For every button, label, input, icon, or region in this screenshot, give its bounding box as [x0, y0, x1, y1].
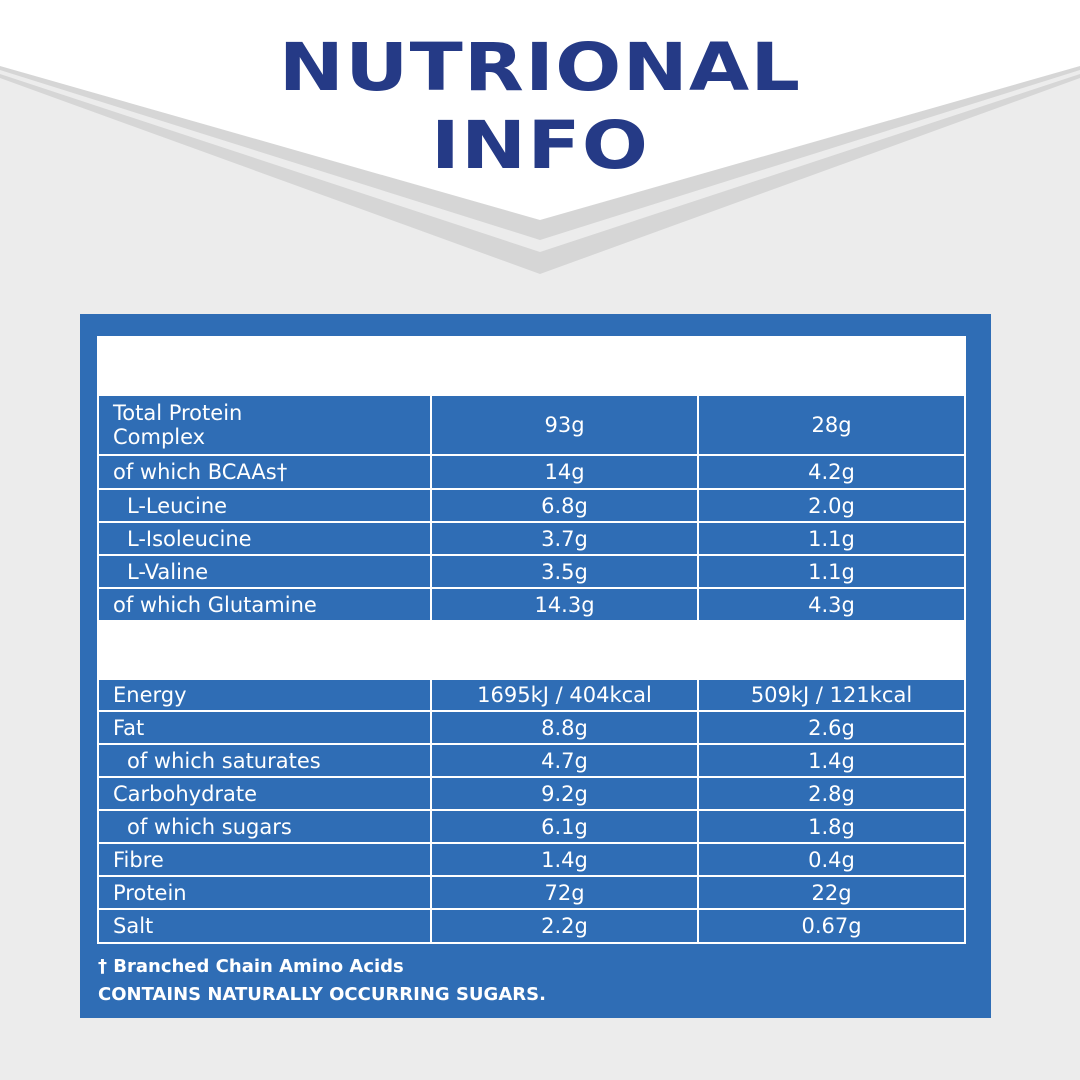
table-row: of which saturates 4.7g 1.4g	[97, 745, 966, 778]
page-title-line2: INFO	[430, 107, 650, 184]
row-per100: 3.7g	[432, 523, 699, 556]
row-per30: 4.2g	[699, 456, 966, 490]
table-row: Fibre 1.4g 0.4g	[97, 844, 966, 877]
row-per100: 4.7g	[432, 745, 699, 778]
row-label-line: Complex	[113, 425, 206, 449]
row-label: Energy	[97, 678, 432, 712]
row-label: Fibre	[97, 844, 432, 877]
row-per100: 1695kJ / 404kcal	[432, 678, 699, 712]
key-active-header: KEY ACTIVE INGREDIENTS PER 100g PER 30g …	[97, 336, 966, 394]
row-per30: 1.1g	[699, 556, 966, 589]
row-label: Fat	[97, 712, 432, 745]
header-per100: PER 100g	[520, 640, 611, 660]
row-label: Salt	[97, 910, 432, 944]
row-per30: 0.67g	[699, 910, 966, 944]
row-per30: 22g	[699, 877, 966, 910]
row-label: Total Protein Complex	[97, 394, 432, 456]
row-per100: 2.2g	[432, 910, 699, 944]
row-per30: 2.0g	[699, 490, 966, 523]
row-per100: 93g	[432, 394, 699, 456]
row-per30: 1.8g	[699, 811, 966, 844]
page-title-line1: NUTRIONAL	[278, 29, 802, 106]
row-per100: 9.2g	[432, 778, 699, 811]
footnote-sugars: CONTAINS NATURALLY OCCURRING SUGARS.	[98, 984, 546, 1005]
row-per30: 1.4g	[699, 745, 966, 778]
table-row: Total Protein Complex 93g 28g	[97, 394, 966, 456]
table-row: L-Leucine 6.8g 2.0g	[97, 490, 966, 523]
footnote-bcaa: † Branched Chain Amino Acids	[98, 956, 404, 977]
header-label: NUTRITION	[211, 629, 318, 649]
row-label-line: Total Protein	[113, 401, 243, 425]
header-nutrition-info: NUTRITION INFORMATION	[97, 622, 432, 678]
row-per30: 2.8g	[699, 778, 966, 811]
table-row: Salt 2.2g 0.67g	[97, 910, 966, 944]
row-label: L-Valine	[97, 556, 432, 589]
header-per30: PER 30g SERVING	[699, 336, 966, 394]
row-label: Carbohydrate	[97, 778, 432, 811]
row-per100: 3.5g	[432, 556, 699, 589]
header-label: PER 30g	[793, 344, 872, 364]
row-per100: 8.8g	[432, 712, 699, 745]
row-per30: 1.1g	[699, 523, 966, 556]
row-label: of which sugars	[97, 811, 432, 844]
row-label: L-Leucine	[97, 490, 432, 523]
row-per100: 6.8g	[432, 490, 699, 523]
header-label: INFORMATION	[196, 651, 333, 671]
row-per100: 14.3g	[432, 589, 699, 622]
table-row: Carbohydrate 9.2g 2.8g	[97, 778, 966, 811]
table-row: L-Valine 3.5g 1.1g	[97, 556, 966, 589]
row-per30: 4.3g	[699, 589, 966, 622]
table-row: of which Glutamine 14.3g 4.3g	[97, 589, 966, 622]
row-per30: 509kJ / 121kcal	[699, 678, 966, 712]
table-row: of which sugars 6.1g 1.8g	[97, 811, 966, 844]
header-label: PER 30g	[793, 629, 872, 649]
row-per100: 6.1g	[432, 811, 699, 844]
header-per30: PER 30g SERVING	[699, 622, 966, 678]
table-row: Protein 72g 22g	[97, 877, 966, 910]
row-per100: 14g	[432, 456, 699, 490]
header-label: KEY ACTIVE	[208, 344, 321, 364]
header-per100: PER 100g	[520, 355, 611, 375]
row-label: of which saturates	[97, 745, 432, 778]
row-per30: 0.4g	[699, 844, 966, 877]
header-label: INGREDIENTS	[199, 366, 330, 386]
header-label: SERVING	[790, 366, 875, 386]
table-row: L-Isoleucine 3.7g 1.1g	[97, 523, 966, 556]
row-per30: 2.6g	[699, 712, 966, 745]
row-label: Protein	[97, 877, 432, 910]
table-row: Energy 1695kJ / 404kcal 509kJ / 121kcal	[97, 678, 966, 712]
row-label: of which BCAAs†	[97, 456, 432, 490]
header-key-active: KEY ACTIVE INGREDIENTS	[97, 336, 432, 394]
nutrition-header: NUTRITION INFORMATION PER 100g PER 30g S…	[97, 622, 966, 678]
row-per100: 72g	[432, 877, 699, 910]
row-per100: 1.4g	[432, 844, 699, 877]
row-per30: 28g	[699, 394, 966, 456]
row-label: L-Isoleucine	[97, 523, 432, 556]
table-row: Fat 8.8g 2.6g	[97, 712, 966, 745]
header-label: SERVING	[790, 651, 875, 671]
table-row: of which BCAAs† 14g 4.2g	[97, 456, 966, 490]
row-label: of which Glutamine	[97, 589, 432, 622]
